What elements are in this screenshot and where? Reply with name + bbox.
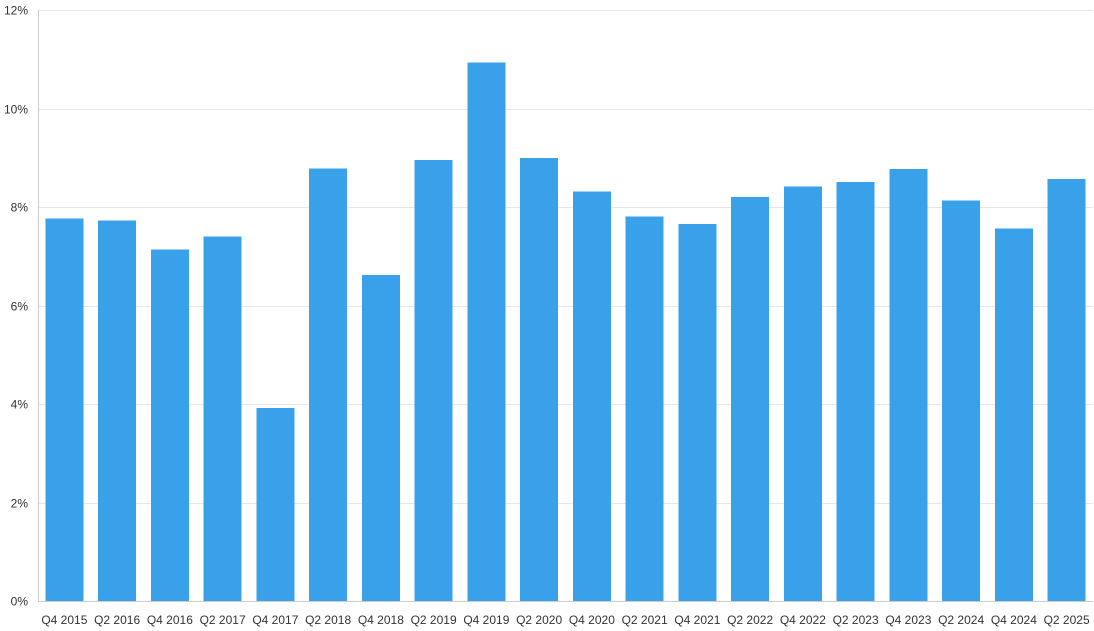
bar[interactable] [678, 223, 717, 601]
bar[interactable] [520, 158, 559, 602]
x-tick-label: Q2 2018 [305, 613, 351, 627]
y-tick-label: 8% [11, 201, 29, 215]
x-tick-label: Q2 2023 [833, 613, 879, 627]
y-tick-label: 10% [4, 103, 28, 117]
x-tick-label: Q4 2017 [252, 613, 298, 627]
x-tick-label: Q2 2017 [200, 613, 246, 627]
bar[interactable] [361, 274, 400, 601]
bar[interactable] [994, 228, 1033, 602]
bar[interactable] [45, 218, 84, 601]
bar[interactable] [150, 249, 189, 602]
x-tick-label: Q4 2018 [358, 613, 404, 627]
x-tick-label: Q4 2023 [885, 613, 931, 627]
x-tick-label: Q2 2019 [411, 613, 457, 627]
bar[interactable] [414, 160, 453, 601]
x-tick-label: Q4 2020 [569, 613, 615, 627]
bar[interactable] [889, 169, 928, 601]
x-axis-tick-labels: Q4 2015 Q2 2016 Q4 2016 Q2 2017 Q4 2017 Q2 20… [41, 613, 1090, 627]
bar[interactable] [309, 168, 348, 601]
x-tick-label: Q4 2016 [147, 613, 193, 627]
bar[interactable] [1047, 178, 1086, 601]
x-tick-label: Q4 2019 [463, 613, 509, 627]
x-tick-label: Q2 2016 [94, 613, 140, 627]
x-tick-label: Q4 2024 [991, 613, 1037, 627]
x-tick-label: Q2 2021 [622, 613, 668, 627]
x-tick-label: Q2 2020 [516, 613, 562, 627]
y-grid-lines [38, 10, 1093, 504]
bar[interactable] [467, 62, 506, 601]
y-tick-label: 4% [11, 398, 29, 412]
bar[interactable] [572, 191, 611, 602]
bar[interactable] [783, 186, 822, 601]
x-tick-label: Q2 2025 [1044, 613, 1090, 627]
y-tick-label: 6% [11, 300, 29, 314]
bars [45, 62, 1086, 602]
bar[interactable] [731, 197, 770, 601]
y-axis-tick-labels: 0% 2% 4% 6% 8% 10% 12% [4, 4, 28, 609]
y-tick-label: 12% [4, 4, 28, 18]
bar[interactable] [836, 181, 875, 601]
bar[interactable] [98, 220, 137, 602]
y-tick-label: 2% [11, 497, 29, 511]
x-tick-label: Q2 2024 [938, 613, 984, 627]
x-tick-label: Q4 2015 [41, 613, 87, 627]
x-tick-label: Q2 2022 [727, 613, 773, 627]
bar[interactable] [203, 236, 242, 602]
x-tick-label: Q4 2022 [780, 613, 826, 627]
bar[interactable] [256, 407, 295, 601]
bar[interactable] [625, 216, 664, 602]
bar[interactable] [942, 200, 981, 601]
y-tick-label: 0% [11, 595, 29, 609]
x-tick-label: Q4 2021 [674, 613, 720, 627]
